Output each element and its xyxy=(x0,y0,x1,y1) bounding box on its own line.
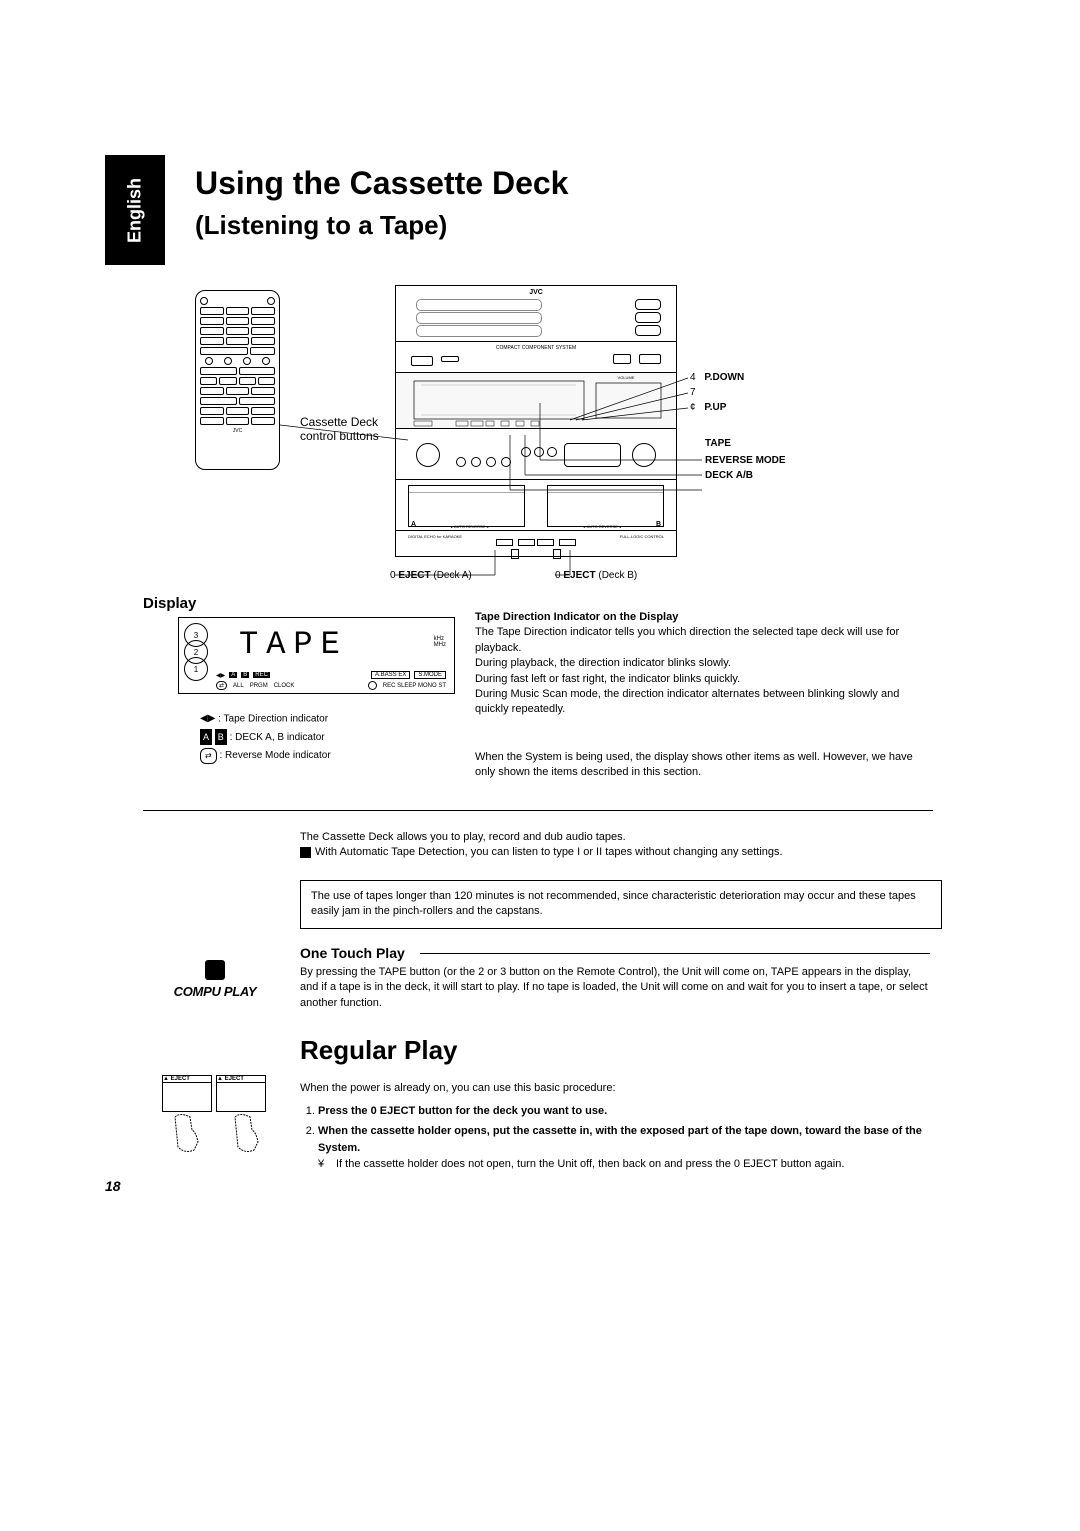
lcd-display: 3 2 1 TAPE kHz MHz ◀▶ A B REC A.BASS EX … xyxy=(178,617,455,694)
page-number: 18 xyxy=(105,1178,121,1194)
reg-s3b: If the cassette holder does not open, tu… xyxy=(336,1158,844,1170)
reg-s2: When the cassette holder opens, put the … xyxy=(318,1125,922,1154)
display-heading: Display xyxy=(143,595,196,612)
language-tab: English xyxy=(105,155,165,265)
eject-b-label: 0 EJECT (Deck B) xyxy=(555,570,637,581)
lcd-tape-text: TAPE xyxy=(239,626,348,663)
callout-sym: 7 xyxy=(690,387,696,398)
legend-3: : Reverse Mode indicator xyxy=(219,750,330,761)
lcd-smode: S.MODE xyxy=(414,671,446,679)
callout-tape: TAPE xyxy=(705,438,731,449)
rev-icon: ⇄ xyxy=(200,748,217,764)
legend: ◀▶ : Tape Direction indicator A B : DECK… xyxy=(200,710,331,765)
callout-pup: ¢ P.UP xyxy=(690,402,726,413)
compu-square-icon xyxy=(205,960,225,980)
lcd-clock: CLOCK xyxy=(274,683,295,689)
reg-step-1: Press the 0 EJECT button for the deck yo… xyxy=(318,1103,930,1120)
lcd-mhz: MHz xyxy=(434,642,446,648)
callout-text: P.DOWN xyxy=(704,372,744,383)
disc-1: 1 xyxy=(184,657,208,681)
callout-sym: 4 xyxy=(690,372,696,383)
one-touch-play-heading: One Touch Play xyxy=(300,945,405,961)
badge-b: B xyxy=(241,672,249,678)
lcd-abass: A.BASS EX xyxy=(371,671,410,679)
tape-direction-block: Tape Direction Indicator on the Display … xyxy=(475,610,930,718)
otp-line xyxy=(420,953,930,954)
callout-text: DECK A/B xyxy=(705,470,753,481)
eject-deck: (Deck B) xyxy=(598,570,637,581)
eject-lbl-a: EJECT xyxy=(171,1076,190,1082)
hand-icon xyxy=(160,1112,280,1157)
eject-txt: EJECT xyxy=(398,570,430,581)
svg-text:VOLUME: VOLUME xyxy=(618,375,635,380)
reg-step-2: When the cassette holder opens, put the … xyxy=(318,1123,930,1173)
reg-bullet: ¥ xyxy=(318,1156,324,1173)
lcd-all: ALL xyxy=(233,683,244,689)
badge-a-l: A xyxy=(200,729,212,745)
badge-a: A xyxy=(229,672,237,678)
callout-text: P.UP xyxy=(704,402,726,413)
eject-lbl-b: EJECT xyxy=(225,1076,244,1082)
regular-play-heading: Regular Play xyxy=(300,1035,458,1066)
compu-play-logo: COMPU PLAY xyxy=(160,960,270,999)
callout-text: TAPE xyxy=(705,438,731,449)
rev-mode-icon: ⇄ xyxy=(216,681,227,690)
warning-box: The use of tapes longer than 120 minutes… xyxy=(300,880,942,929)
lcd-indicators: REC SLEEP MONO ST xyxy=(383,683,446,689)
reg-sub: ¥ If the cassette holder does not open, … xyxy=(318,1156,930,1173)
reg-intro: When the power is already on, you can us… xyxy=(300,1080,930,1097)
tdir-p2: During playback, the direction indicator… xyxy=(475,656,930,671)
badge-b-l: B xyxy=(215,729,227,745)
eject-sym: 0 xyxy=(555,570,561,581)
eject-deck: (Deck A) xyxy=(433,570,471,581)
eject-figure: ▲ EJECT ▲ EJECT xyxy=(160,1075,280,1162)
callout-text: REVERSE MODE xyxy=(705,455,786,466)
lcd-freq: kHz MHz xyxy=(434,636,446,648)
tdir-p3: During fast left or fast right, the indi… xyxy=(475,672,930,687)
legend-1: : Tape Direction indicator xyxy=(218,714,328,725)
reg-s1a: Press the xyxy=(318,1105,371,1117)
page-subtitle: (Listening to a Tape) xyxy=(195,210,447,241)
intro-p1: The Cassette Deck allows you to play, re… xyxy=(300,830,930,845)
intro-p2: With Automatic Tape Detection, you can l… xyxy=(315,846,783,858)
remote-control-diagram: JVC xyxy=(195,290,280,470)
eject-a-label: 0 EJECT (Deck A) xyxy=(390,570,472,581)
legend-2: : DECK A, B indicator xyxy=(230,732,325,743)
callout-pdown: 4 P.DOWN xyxy=(690,372,744,383)
compu-text: COMPU PLAY xyxy=(160,984,270,999)
page-title: Using the Cassette Deck xyxy=(195,165,568,202)
regular-play-body: When the power is already on, you can us… xyxy=(300,1080,930,1177)
one-touch-play-body: By pressing the TAPE button (or the 2 or… xyxy=(300,965,930,1011)
intro-block: The Cassette Deck allows you to play, re… xyxy=(300,830,930,861)
reg-s1b: EJECT button for the deck you want to us… xyxy=(377,1105,607,1117)
badge-rec: REC xyxy=(253,672,270,678)
system-diagram: JVC COMPACT COMPONENT SYSTEM VOLUME xyxy=(395,285,677,557)
callout-deck: DECK A/B xyxy=(705,470,753,481)
eject-sym: 0 xyxy=(390,570,396,581)
hr-1 xyxy=(143,810,933,811)
tri-icon: ◀▶ xyxy=(200,710,215,728)
callout-sym: ¢ xyxy=(690,402,696,413)
tdir-p1: The Tape Direction indicator tells you w… xyxy=(475,625,930,656)
dir-icon: ◀▶ xyxy=(216,672,225,679)
note-block: When the System is being used, the displ… xyxy=(475,750,930,781)
eject-txt: EJECT xyxy=(563,570,595,581)
lcd-prgm: PRGM xyxy=(250,683,268,689)
callout-seven: 7 xyxy=(690,387,702,398)
remote-label: Cassette Deck control buttons xyxy=(300,415,380,443)
tdir-p4: During Music Scan mode, the direction in… xyxy=(475,687,930,718)
block-bullet xyxy=(300,847,311,858)
tdir-head: Tape Direction Indicator on the Display xyxy=(475,610,930,625)
callout-rev: REVERSE MODE xyxy=(705,455,786,466)
